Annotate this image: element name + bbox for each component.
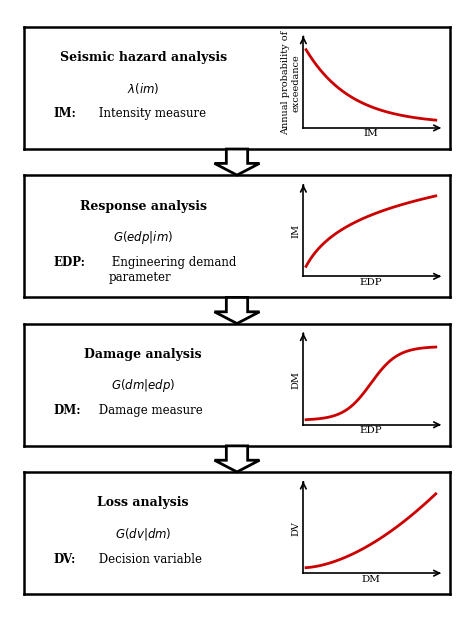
Text: $G(dv|dm)$: $G(dv|dm)$ [115,526,172,542]
Text: Engineering demand
parameter: Engineering demand parameter [108,256,237,284]
Text: IM:: IM: [54,107,76,120]
Text: EDP:: EDP: [54,256,86,269]
X-axis label: EDP: EDP [360,278,382,287]
Text: $G(dm|edp)$: $G(dm|edp)$ [111,378,175,394]
Text: $\lambda(im)$: $\lambda(im)$ [127,81,159,96]
Text: DM:: DM: [54,404,81,417]
Text: Seismic hazard analysis: Seismic hazard analysis [60,51,227,64]
Text: Response analysis: Response analysis [80,199,207,212]
Y-axis label: DV: DV [292,521,301,535]
Text: Loss analysis: Loss analysis [97,496,189,509]
X-axis label: IM: IM [364,129,378,138]
X-axis label: EDP: EDP [360,426,382,435]
Y-axis label: IM: IM [292,224,301,238]
Y-axis label: DM: DM [292,371,301,389]
Y-axis label: Annual probability of
exceedance: Annual probability of exceedance [281,31,301,135]
Text: $G(edp|im)$: $G(edp|im)$ [113,229,173,246]
Text: Damage measure: Damage measure [94,404,202,417]
Text: Decision variable: Decision variable [94,553,201,566]
Text: Intensity measure: Intensity measure [94,107,206,120]
Text: Damage analysis: Damage analysis [84,348,202,361]
Text: DV:: DV: [54,553,76,566]
X-axis label: DM: DM [362,574,380,584]
